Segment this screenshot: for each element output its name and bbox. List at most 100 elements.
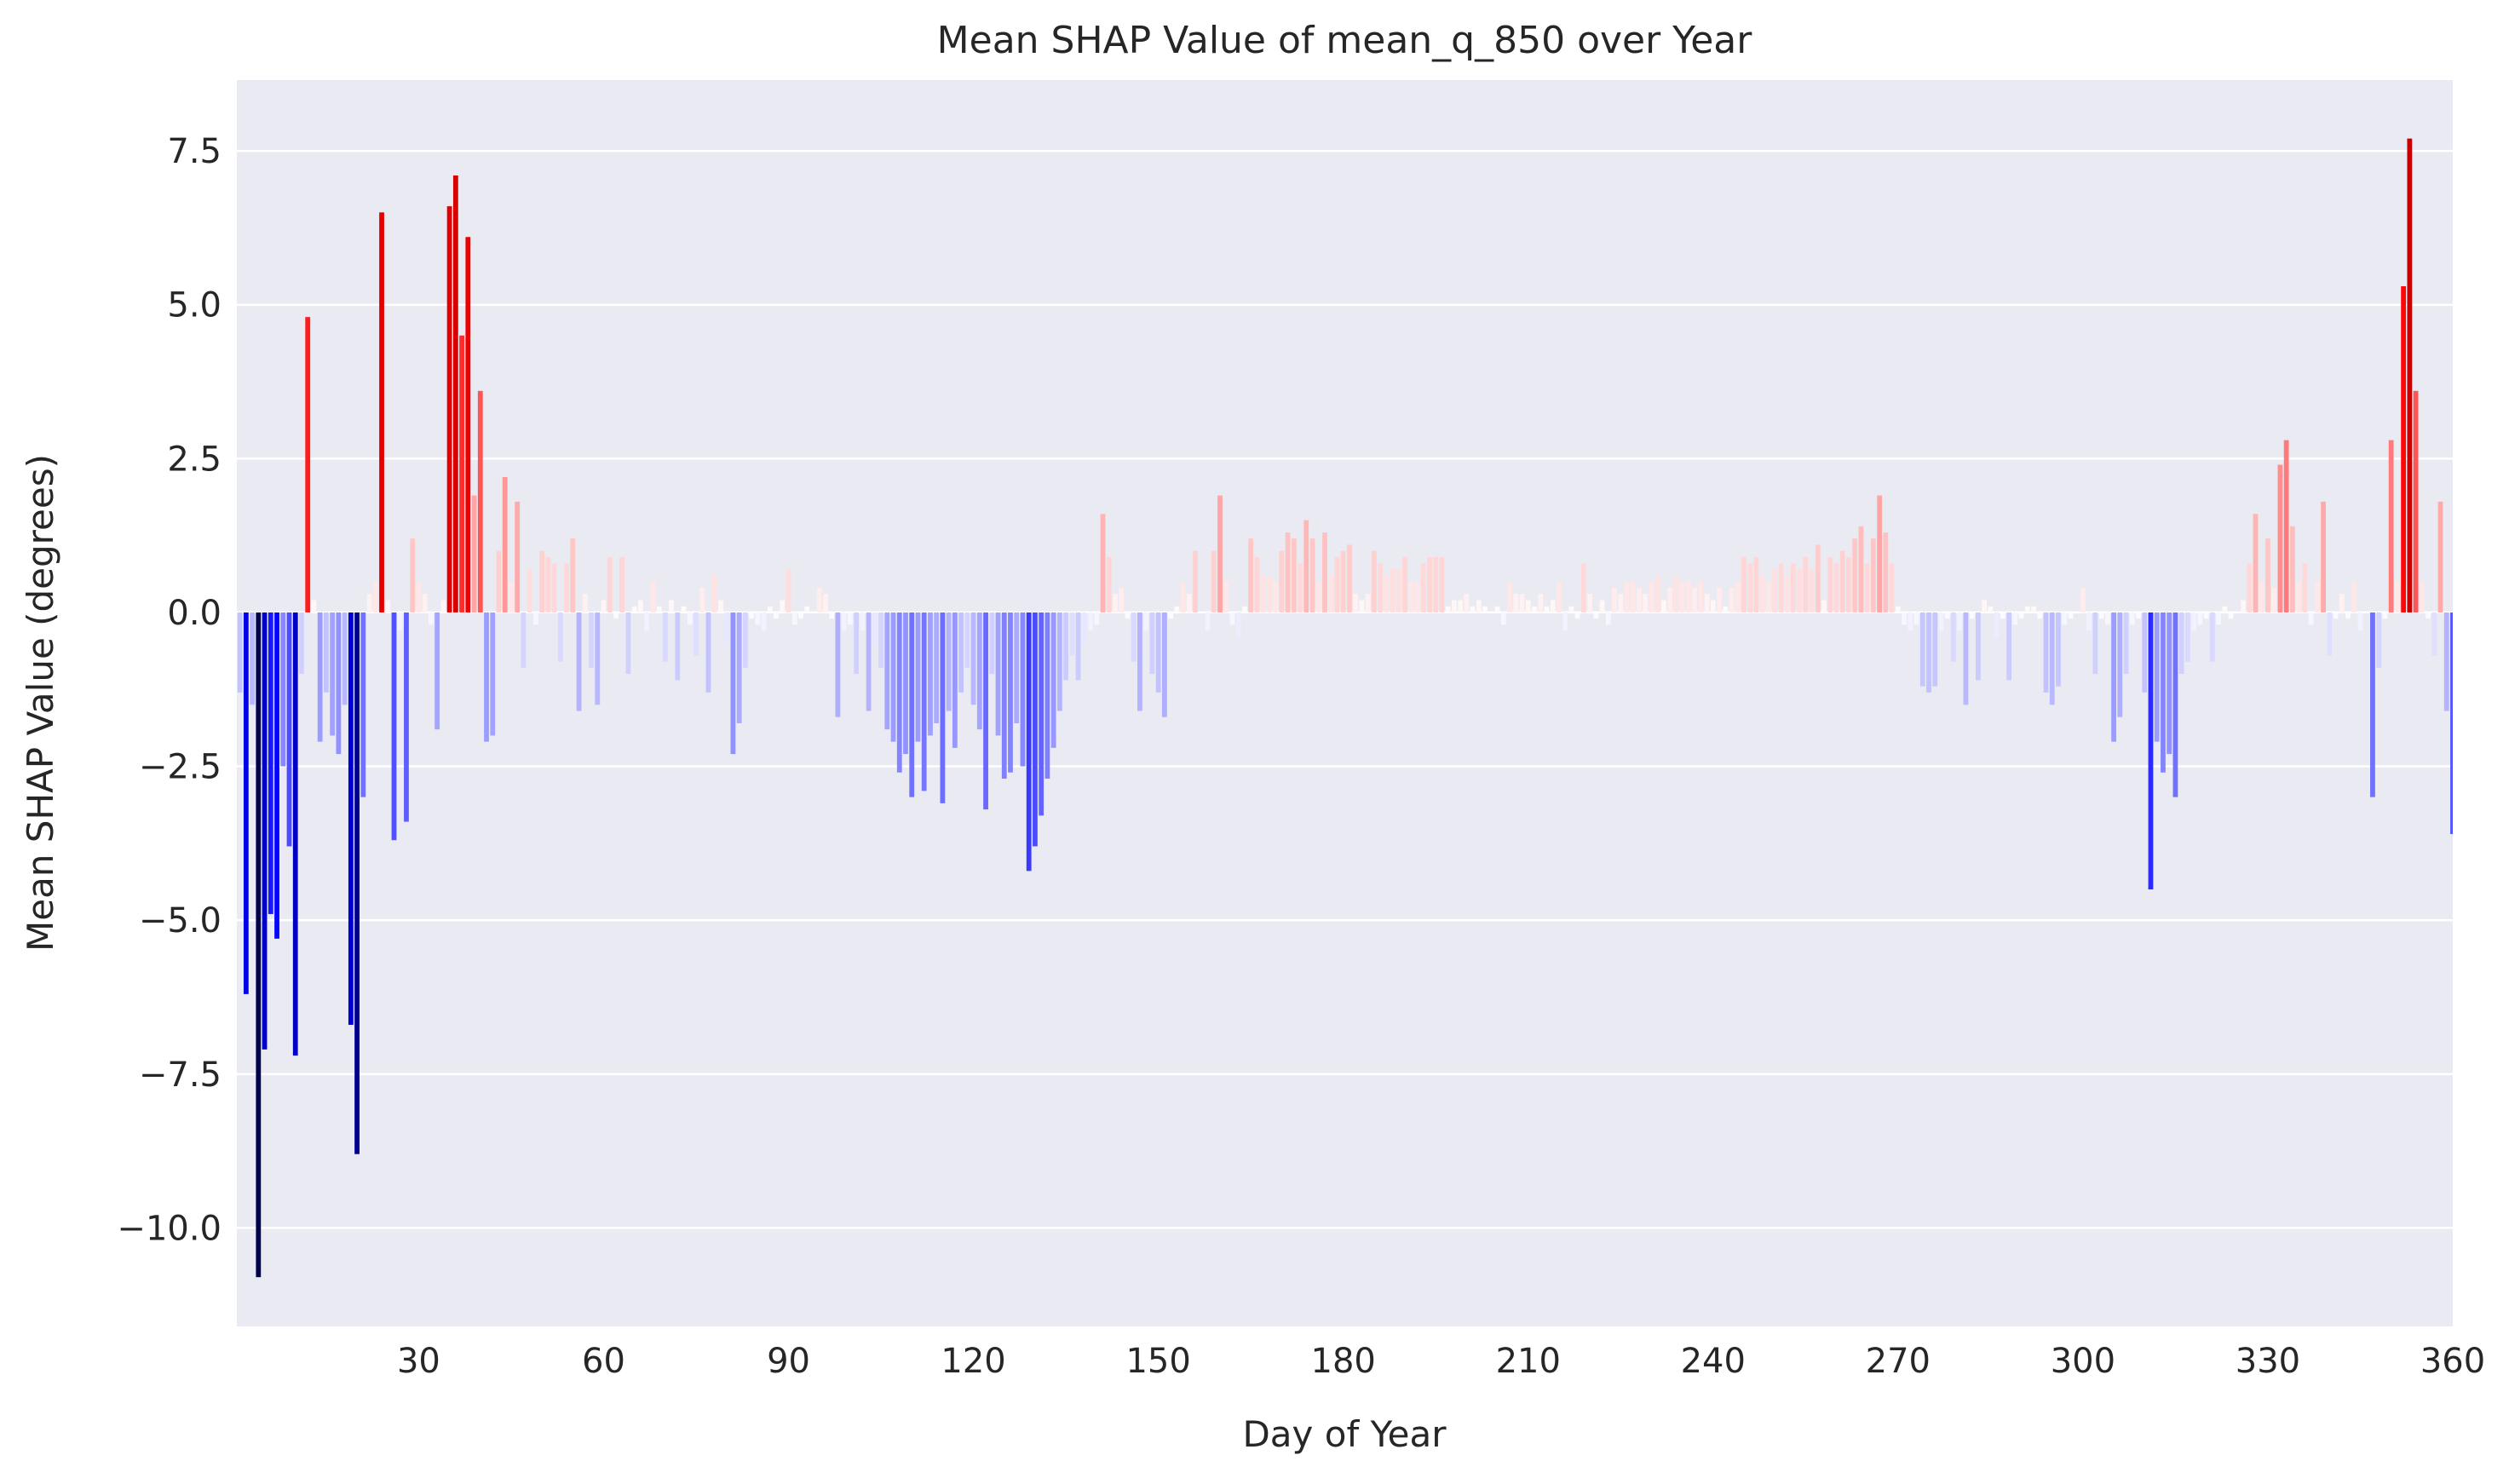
bar	[774, 612, 779, 619]
bar	[1402, 556, 1407, 613]
bar	[1088, 612, 1093, 631]
bar	[1131, 612, 1137, 662]
bar	[1069, 612, 1075, 656]
bar	[1759, 575, 1765, 613]
bar	[1347, 544, 1352, 613]
bar	[1932, 612, 1938, 687]
bar	[1913, 612, 1919, 625]
bar	[496, 550, 502, 613]
bar	[1519, 594, 1525, 613]
bar	[1839, 550, 1845, 613]
bar	[2049, 612, 2055, 705]
bar	[669, 600, 674, 613]
bar	[311, 600, 317, 613]
bar	[1482, 606, 1488, 613]
bar	[2241, 600, 2246, 613]
bar	[2419, 581, 2425, 613]
bar	[1574, 612, 1580, 619]
bar	[539, 550, 545, 613]
bar	[2289, 526, 2295, 613]
bar	[1673, 575, 1679, 613]
bar	[952, 612, 958, 748]
bar	[429, 612, 434, 625]
bar	[638, 600, 643, 613]
bars	[237, 138, 2453, 1278]
bar	[2167, 612, 2172, 755]
bar	[2308, 612, 2314, 625]
bar	[274, 612, 279, 939]
bar	[2000, 612, 2005, 619]
bar	[878, 612, 883, 668]
bar	[2222, 606, 2228, 613]
bar	[1902, 612, 1907, 625]
bar	[1833, 563, 1839, 613]
bar	[2006, 612, 2011, 681]
bar	[860, 612, 866, 631]
bar	[903, 612, 908, 755]
bar	[1827, 556, 1833, 613]
bar	[675, 612, 681, 681]
bar	[2413, 390, 2419, 613]
bar	[292, 612, 298, 1056]
bar	[2012, 612, 2018, 625]
bar	[1248, 538, 1254, 613]
bar	[705, 612, 711, 693]
x-tick-label: 60	[582, 1342, 625, 1381]
bar	[995, 612, 1001, 736]
bar	[2253, 514, 2259, 613]
bar	[2283, 440, 2289, 613]
bar	[1544, 606, 1550, 613]
bar	[434, 612, 440, 730]
bar	[250, 612, 255, 705]
bar	[1994, 612, 2000, 637]
bar	[1507, 581, 1512, 613]
bar	[1957, 612, 1963, 631]
bar	[921, 612, 927, 791]
bar	[317, 612, 323, 742]
bar	[940, 612, 946, 803]
bar	[1895, 606, 1901, 613]
bar	[237, 612, 243, 693]
bar	[970, 612, 976, 705]
bar	[804, 606, 810, 613]
bar	[662, 612, 668, 662]
x-tick-label: 120	[941, 1342, 1005, 1381]
bar	[2327, 612, 2333, 656]
x-tick-label: 360	[2420, 1342, 2485, 1381]
bar	[946, 612, 952, 711]
bar	[2184, 612, 2190, 662]
bar	[1580, 563, 1586, 613]
bar	[1951, 612, 1956, 662]
bar	[397, 612, 403, 631]
bar	[1568, 606, 1574, 613]
bar	[564, 563, 569, 613]
bar	[1661, 600, 1666, 613]
bar	[1723, 606, 1729, 613]
bar	[958, 612, 964, 693]
bar	[2333, 612, 2339, 619]
bar	[1630, 581, 1636, 613]
x-tick-label: 330	[2236, 1342, 2300, 1381]
bar	[1464, 594, 1470, 613]
bar	[2296, 581, 2302, 613]
bar	[1273, 581, 1278, 613]
bar	[1452, 600, 1457, 613]
bar	[446, 206, 452, 613]
bar	[366, 594, 372, 613]
bar	[755, 612, 761, 625]
bar	[459, 335, 464, 613]
bar	[1205, 612, 1211, 631]
bar	[1075, 612, 1081, 681]
bar	[1618, 594, 1624, 613]
bar	[2302, 563, 2308, 613]
bar	[964, 612, 970, 668]
bar	[1790, 563, 1796, 613]
bar	[1679, 581, 1685, 613]
bar	[1624, 581, 1630, 613]
bar	[324, 612, 329, 693]
bar	[767, 606, 773, 613]
x-axis-label: Day of Year	[1242, 1413, 1447, 1455]
bar	[2277, 464, 2283, 613]
bar	[1976, 612, 1981, 681]
bar	[2351, 581, 2357, 613]
